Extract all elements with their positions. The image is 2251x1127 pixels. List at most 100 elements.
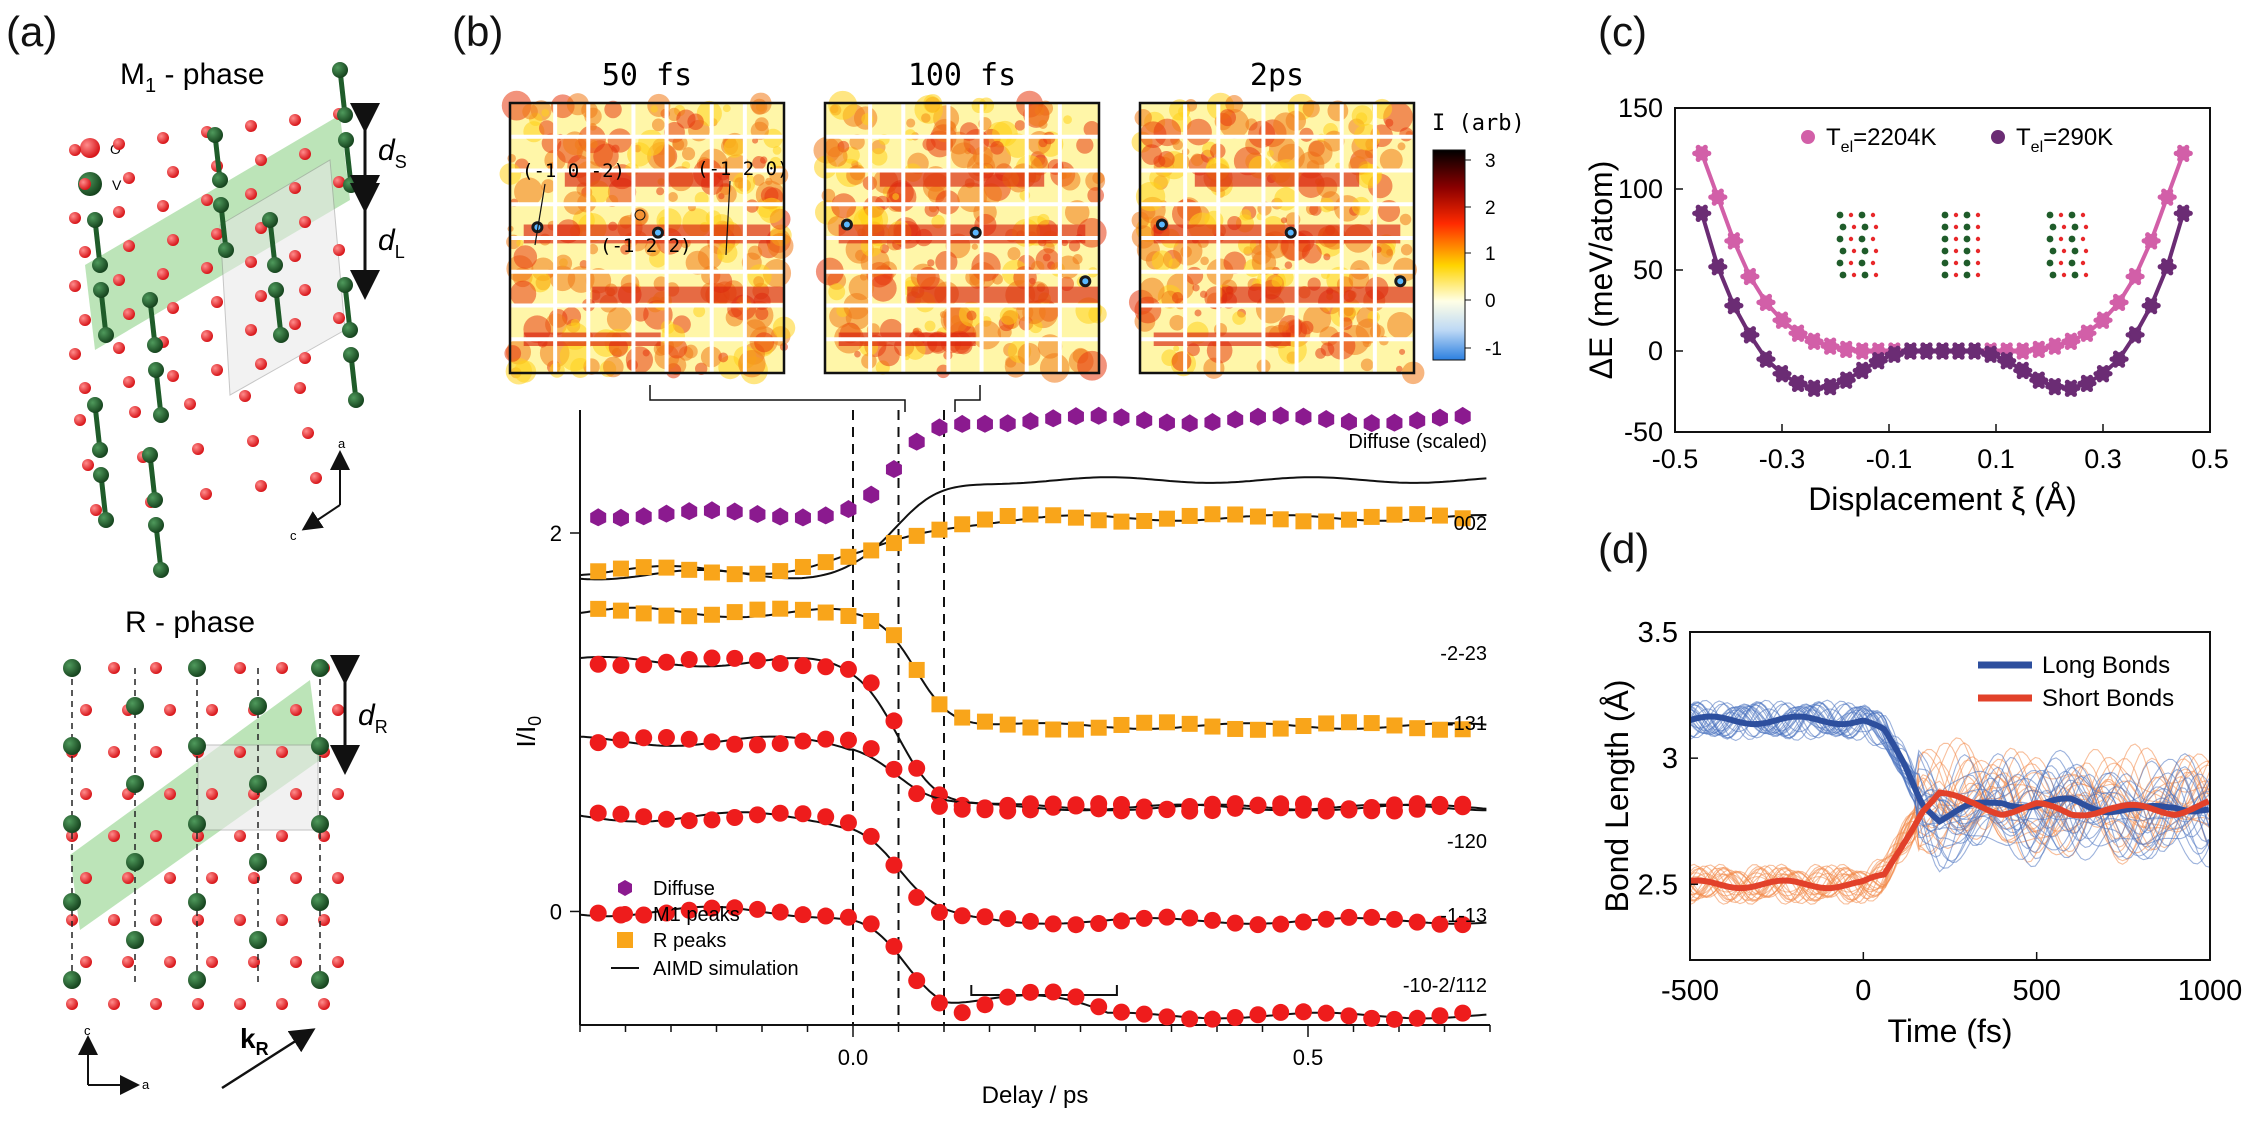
module-gap: [510, 303, 784, 308]
plot-c-point-petal: [1852, 348, 1858, 354]
plot-c-point-petal: [1856, 354, 1862, 360]
diffuse-speckle: [1169, 315, 1186, 331]
r-peak-data-point: [794, 601, 811, 618]
v-atom: [249, 931, 267, 949]
m1-peak-data-point: [1112, 1003, 1130, 1021]
m1-peak-data-point: [1181, 909, 1199, 927]
diffuse-speckle: [1351, 105, 1374, 127]
plot-c-point-petal: [1836, 377, 1842, 383]
plot-c-point-petal: [2141, 303, 2147, 309]
diffuse-stripe: [907, 286, 1099, 303]
plot-c-point-petal: [2048, 349, 2054, 355]
m1-peak-data-point: [771, 804, 789, 822]
plot-c-point-petal: [2161, 188, 2167, 194]
plot-c-point-petal: [2168, 270, 2174, 276]
structure-inset-atom: [2046, 235, 2054, 243]
v-atom: [147, 337, 163, 353]
plot-c-point-petal: [1895, 345, 1901, 351]
plot-c-point-petal: [1798, 374, 1805, 380]
plot-c-point-petal: [1808, 379, 1814, 385]
o-atom: [157, 200, 169, 212]
diffuse-speckle: [1038, 119, 1048, 129]
r-peak-data-point: [840, 607, 857, 624]
o-atom: [167, 370, 179, 382]
diffuse-speckle: [1017, 342, 1041, 366]
o-atom: [234, 914, 246, 926]
diffuse-data-point: [1158, 413, 1175, 432]
r-peak-data-point: [1363, 715, 1380, 732]
o-atom: [206, 956, 218, 968]
plot-c-point-petal: [1904, 342, 1910, 348]
diffuse-speckle: [828, 283, 846, 301]
plot-c-point-petal: [1750, 338, 1756, 344]
plot-c-point-petal: [1808, 332, 1814, 338]
m1-peak-data-point: [839, 731, 857, 749]
m1-atoms: [69, 62, 364, 578]
plot-c-point-petal: [1711, 258, 1717, 264]
plot-c-point-petal: [2096, 311, 2103, 317]
r-peak-data-point: [908, 527, 925, 544]
structure-inset-atom: [2061, 272, 2067, 278]
v-atom: [63, 659, 81, 677]
v-atom: [343, 177, 359, 193]
structure-inset-atom: [1839, 247, 1847, 255]
o-atom: [79, 178, 91, 190]
m1-peak-data-point: [1067, 916, 1085, 934]
plot-c-point-petal: [2173, 210, 2179, 216]
diffuse-speckle: [687, 113, 704, 131]
m1-peak-data-point: [748, 806, 766, 824]
plot-d-legend-label: Long Bonds: [2042, 652, 2170, 679]
plot-c-point-petal: [1879, 342, 1885, 348]
diffuse-speckle: [1385, 118, 1394, 127]
plot-c-point-petal: [2048, 337, 2054, 343]
structure-inset-atom: [1975, 260, 1981, 266]
svg-text:c: c: [84, 1023, 91, 1038]
module-gap: [825, 269, 1099, 274]
plot-c-point-petal: [1711, 188, 1717, 194]
v-atom: [348, 392, 364, 408]
plot-c-point-petal: [2129, 338, 2135, 344]
plot-c-point-petal: [1759, 293, 1766, 299]
plot-d-x-tick-label: 0: [1855, 975, 1871, 1007]
plot-c-point-petal: [2039, 340, 2045, 346]
r-peak-data-point: [681, 608, 698, 625]
m1-peak-data-point: [930, 903, 948, 921]
plot-b-y-label: I/I0: [511, 716, 545, 748]
plot-c-point-petal: [2000, 342, 2006, 348]
diffuse-data-point: [1136, 411, 1153, 430]
plot-c-point-petal: [2155, 303, 2161, 309]
r-peak-data-point: [726, 604, 743, 621]
plot-c-point-petal: [1759, 305, 1766, 312]
plot-c-point-petal: [1727, 244, 1733, 250]
plot-c-point-petal: [1750, 267, 1756, 274]
r-peak-data-point: [1431, 507, 1448, 524]
plot-c-point-petal: [1706, 210, 1712, 216]
diffuse-data-point: [1318, 410, 1335, 429]
plot-c-point-petal: [2016, 373, 2022, 380]
plot-c-point-petal: [1734, 296, 1740, 303]
plot-c-point-petal: [2029, 377, 2035, 383]
diffuse-data-point: [1249, 407, 1266, 426]
m1-peak-data-point: [1408, 913, 1426, 931]
module-gap: [1140, 337, 1414, 342]
o-atom: [80, 956, 92, 968]
diffraction-frame: [508, 101, 786, 375]
plot-c-point-petal: [1734, 232, 1740, 238]
plot-c-point-petal: [1750, 279, 1756, 286]
r-peak-data-point: [1090, 719, 1107, 736]
plot-c-point-petal: [1840, 371, 1846, 377]
diffuse-speckle: [541, 179, 556, 194]
structure-inset-atom: [2046, 259, 2054, 267]
mean-bond-line: [1689, 713, 2210, 826]
o-atom: [234, 998, 246, 1010]
plot-c-point-petal: [2032, 383, 2038, 389]
m1-peak-data-point: [1317, 1004, 1335, 1022]
o-atom: [206, 788, 218, 800]
r-peak-data-point: [1045, 721, 1062, 738]
o-atom: [184, 398, 196, 410]
plot-c-point-petal: [1808, 344, 1814, 350]
kr-arrow: kR: [221, 1023, 316, 1090]
r-peak-data-point: [1227, 720, 1244, 737]
o-atom: [332, 956, 344, 968]
bragg-spot-core: [654, 229, 661, 236]
